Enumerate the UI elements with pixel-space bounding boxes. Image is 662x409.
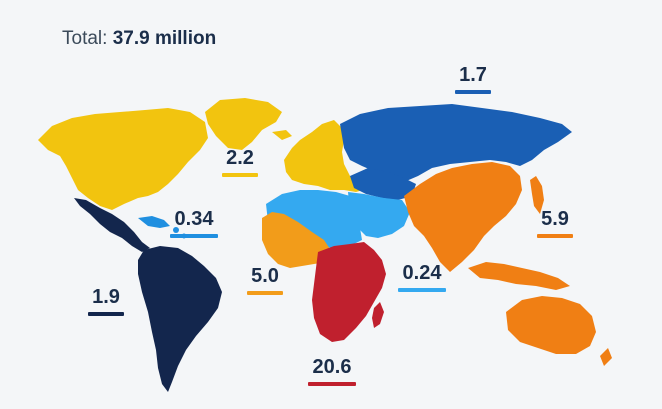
region-australia bbox=[506, 296, 596, 354]
region-east-southern-africa bbox=[312, 242, 386, 342]
region-new-zealand bbox=[600, 348, 612, 366]
underline-latin-america bbox=[88, 312, 124, 316]
label-east-southern-africa: 20.6 bbox=[308, 356, 356, 386]
region-greenland bbox=[205, 98, 282, 150]
label-asia: 5.9 bbox=[537, 208, 573, 238]
region-caribbean-islands bbox=[138, 216, 170, 228]
label-north-america: 2.2 bbox=[222, 147, 258, 177]
value-caribbean: 0.34 bbox=[174, 208, 214, 230]
region-iceland bbox=[272, 130, 292, 140]
region-madagascar bbox=[372, 302, 384, 328]
region-asia bbox=[404, 162, 522, 272]
underline-caribbean bbox=[170, 234, 218, 238]
value-latin-america: 1.9 bbox=[92, 286, 120, 308]
region-north-america bbox=[38, 108, 208, 210]
region-russia bbox=[340, 104, 572, 182]
region-western-africa bbox=[262, 212, 332, 268]
value-northern-america: 1.7 bbox=[459, 64, 487, 86]
underline-northern-africa-middle-east bbox=[398, 288, 446, 292]
label-northern-america: 1.7 bbox=[455, 64, 491, 94]
label-caribbean: 0.34 bbox=[170, 208, 218, 238]
underline-north-america bbox=[222, 173, 258, 177]
underline-east-southern-africa bbox=[308, 382, 356, 386]
value-northern-africa-middle-east: 0.24 bbox=[402, 262, 442, 284]
value-east-southern-africa: 20.6 bbox=[312, 356, 352, 378]
underline-asia bbox=[537, 234, 573, 238]
total-value: 37.9 million bbox=[112, 28, 217, 49]
region-europe bbox=[284, 120, 370, 192]
region-southeast-asia-islands bbox=[468, 262, 570, 290]
label-northern-africa-middle-east: 0.24 bbox=[398, 262, 446, 292]
region-central-asia bbox=[350, 168, 416, 200]
region-central-america bbox=[74, 198, 150, 252]
region-japan bbox=[530, 176, 544, 214]
label-western-africa: 5.0 bbox=[247, 265, 283, 295]
value-western-africa: 5.0 bbox=[251, 265, 279, 287]
region-south-america bbox=[138, 246, 222, 392]
region-middle-east bbox=[348, 192, 410, 238]
underline-western-africa bbox=[247, 291, 283, 295]
total-label: Total: bbox=[62, 28, 108, 49]
underline-northern-america bbox=[455, 90, 491, 94]
value-asia: 5.9 bbox=[541, 208, 569, 230]
label-latin-america: 1.9 bbox=[88, 286, 124, 316]
total-heading: Total: 37.9 million bbox=[62, 28, 216, 50]
region-caribbean-dot-1 bbox=[173, 227, 179, 233]
value-north-america: 2.2 bbox=[226, 147, 254, 169]
